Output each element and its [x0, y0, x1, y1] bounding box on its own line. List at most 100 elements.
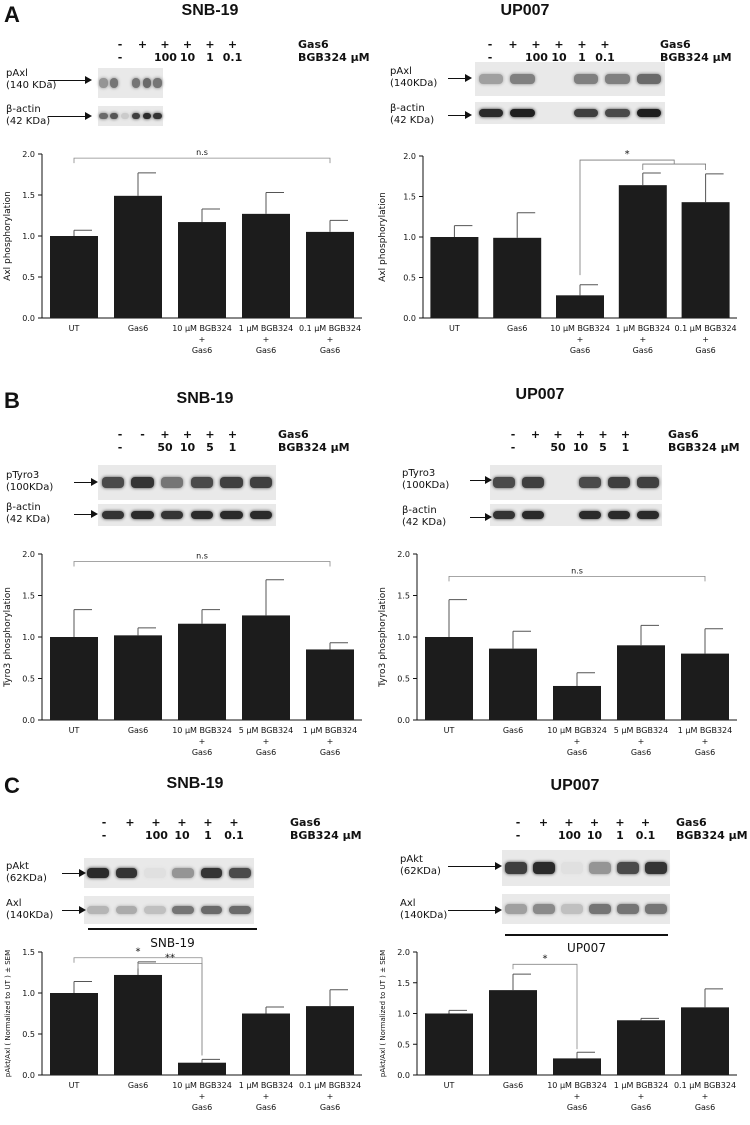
blot-band: [87, 905, 109, 915]
x-tick-label: UT: [449, 324, 460, 333]
dose-token: -: [515, 829, 521, 842]
gas6-token: +: [177, 816, 187, 829]
blot-band: [579, 476, 602, 489]
bar: [681, 202, 730, 318]
dose-token: 1: [616, 829, 624, 842]
bar-chart-c-left: 0.0 0.5 1.0 1.5 pAkt/Axl ( Normalized to UT …: [4, 947, 362, 1112]
significance-bracket: [512, 963, 578, 1050]
dose-token: 0.1: [635, 829, 656, 842]
loading-band-strip: [98, 504, 276, 526]
x-tick-label: Gas6: [567, 1103, 587, 1112]
x-tick-label: +: [638, 1092, 645, 1101]
x-tick-label: Gas6: [128, 726, 148, 735]
bar: [306, 1006, 354, 1075]
x-tick-label: 0.1 μM BGB324: [299, 324, 361, 333]
bar: [489, 990, 537, 1075]
blot-band: [101, 511, 125, 519]
x-tick-label: UT: [69, 726, 80, 735]
x-tick-label: Gas6: [192, 748, 212, 757]
y-tick-label: 1.5: [397, 592, 410, 601]
blot-band: [200, 868, 223, 878]
phospho-band-strip: [490, 465, 662, 500]
bar: [553, 1058, 601, 1075]
x-tick-label: UT: [69, 1081, 80, 1090]
bar: [556, 295, 604, 318]
control-band-label: β-actin (42 KDa): [6, 104, 51, 127]
panel-a-left-title: SNB-19: [181, 2, 239, 19]
dose-token: 10: [586, 829, 603, 842]
y-tick-label: 0.5: [397, 1040, 410, 1049]
y-tick-label: 0.5: [397, 675, 410, 684]
blot-band: [99, 112, 108, 120]
x-tick-label: 1 μM BGB324: [303, 726, 357, 735]
gas6-token: +: [531, 38, 541, 51]
y-axis-label: pAkt/Axl ( Normalized to UT ) ± SEM: [379, 950, 387, 1077]
target-band-label: pAkt (62KDa): [400, 854, 441, 877]
x-tick-label: Gas6: [633, 346, 653, 355]
phospho-band-strip: [475, 62, 665, 96]
gas6-token: -: [487, 38, 493, 51]
x-tick-label: Gas6: [695, 748, 715, 757]
gas6-token: -: [117, 428, 123, 441]
x-tick-label: Gas6: [256, 748, 276, 757]
y-tick-label: 1.5: [22, 948, 35, 957]
target-band-label: pAxl (140KDa): [390, 66, 438, 89]
control-band-label: β-actin (42 KDa): [390, 103, 435, 126]
dose-row-header: BGB324 μM: [278, 441, 350, 454]
y-tick-label: 1.0: [397, 1010, 410, 1019]
significance-label: n.s: [571, 566, 583, 575]
panel-c-left-title: SNB-19: [166, 775, 224, 792]
bar: [430, 237, 479, 318]
x-tick-label: 1 μM BGB324: [239, 1081, 293, 1090]
y-tick-label: 0.0: [22, 1071, 35, 1080]
band-arrow-icon: [74, 510, 98, 518]
blot-band: [99, 78, 108, 88]
dose-token: 100: [145, 829, 168, 842]
y-tick-label: 0.5: [22, 1030, 35, 1039]
y-tick-label: 2.0: [22, 550, 35, 559]
blot-band: [645, 862, 667, 874]
blot-band: [579, 511, 602, 519]
loading-band-strip: [490, 504, 662, 526]
x-tick-label: 1 μM BGB324: [614, 1081, 668, 1090]
blot-band: [153, 78, 162, 88]
x-tick-label: 1 μM BGB324: [678, 726, 732, 735]
x-tick-label: +: [702, 335, 709, 344]
blot-band: [160, 511, 184, 519]
blot-band: [505, 862, 527, 874]
gas6-token: +: [182, 38, 193, 51]
y-tick-label: 0.5: [22, 273, 35, 282]
bar: [489, 648, 537, 720]
bar: [681, 653, 729, 720]
x-tick-label: Gas6: [507, 324, 527, 333]
y-tick-label: 1.5: [22, 592, 35, 601]
y-tick-label: 2.0: [397, 948, 410, 957]
bar-chart-a-right: 0.0 0.5 1.0 1.5 2.0 Axl phosphorylation UT Gas6…: [378, 149, 737, 355]
x-tick-label: 0.1 μM BGB324: [299, 1081, 361, 1090]
panel-b-left-title: SNB-19: [176, 390, 234, 407]
gas6-token: +: [229, 816, 239, 829]
panel-label-a: A: [4, 2, 20, 27]
x-tick-label: Gas6: [192, 346, 212, 355]
dose-token: 10: [179, 441, 196, 454]
blot-band: [87, 868, 109, 878]
gas6-token: +: [564, 816, 574, 829]
bar: [306, 231, 354, 318]
dose-token: 10: [179, 51, 196, 64]
blot-caption: SNB-19: [150, 936, 195, 950]
y-tick-label: 0.5: [22, 675, 35, 684]
bar-chart-b-left: 0.0 0.5 1.0 1.5 2.0 Tyro3 phosphorylation UT Ga…: [3, 550, 362, 757]
band-arrow-icon: [448, 111, 472, 119]
y-tick-label: 0.0: [397, 1071, 410, 1080]
y-axis-label: Tyro3 phosphorylation: [378, 587, 388, 688]
panel-a-right-title: UP007: [500, 2, 550, 19]
blot-band: [561, 862, 583, 874]
panel-b-right-title: UP007: [515, 386, 565, 403]
band-arrow-icon: [470, 513, 492, 521]
gas6-token: +: [508, 38, 518, 51]
dose-token: -: [117, 51, 123, 64]
loading-band-strip: [502, 894, 670, 924]
blot-band: [608, 511, 630, 519]
blot-band: [249, 511, 273, 519]
dose-token: -: [117, 441, 123, 454]
